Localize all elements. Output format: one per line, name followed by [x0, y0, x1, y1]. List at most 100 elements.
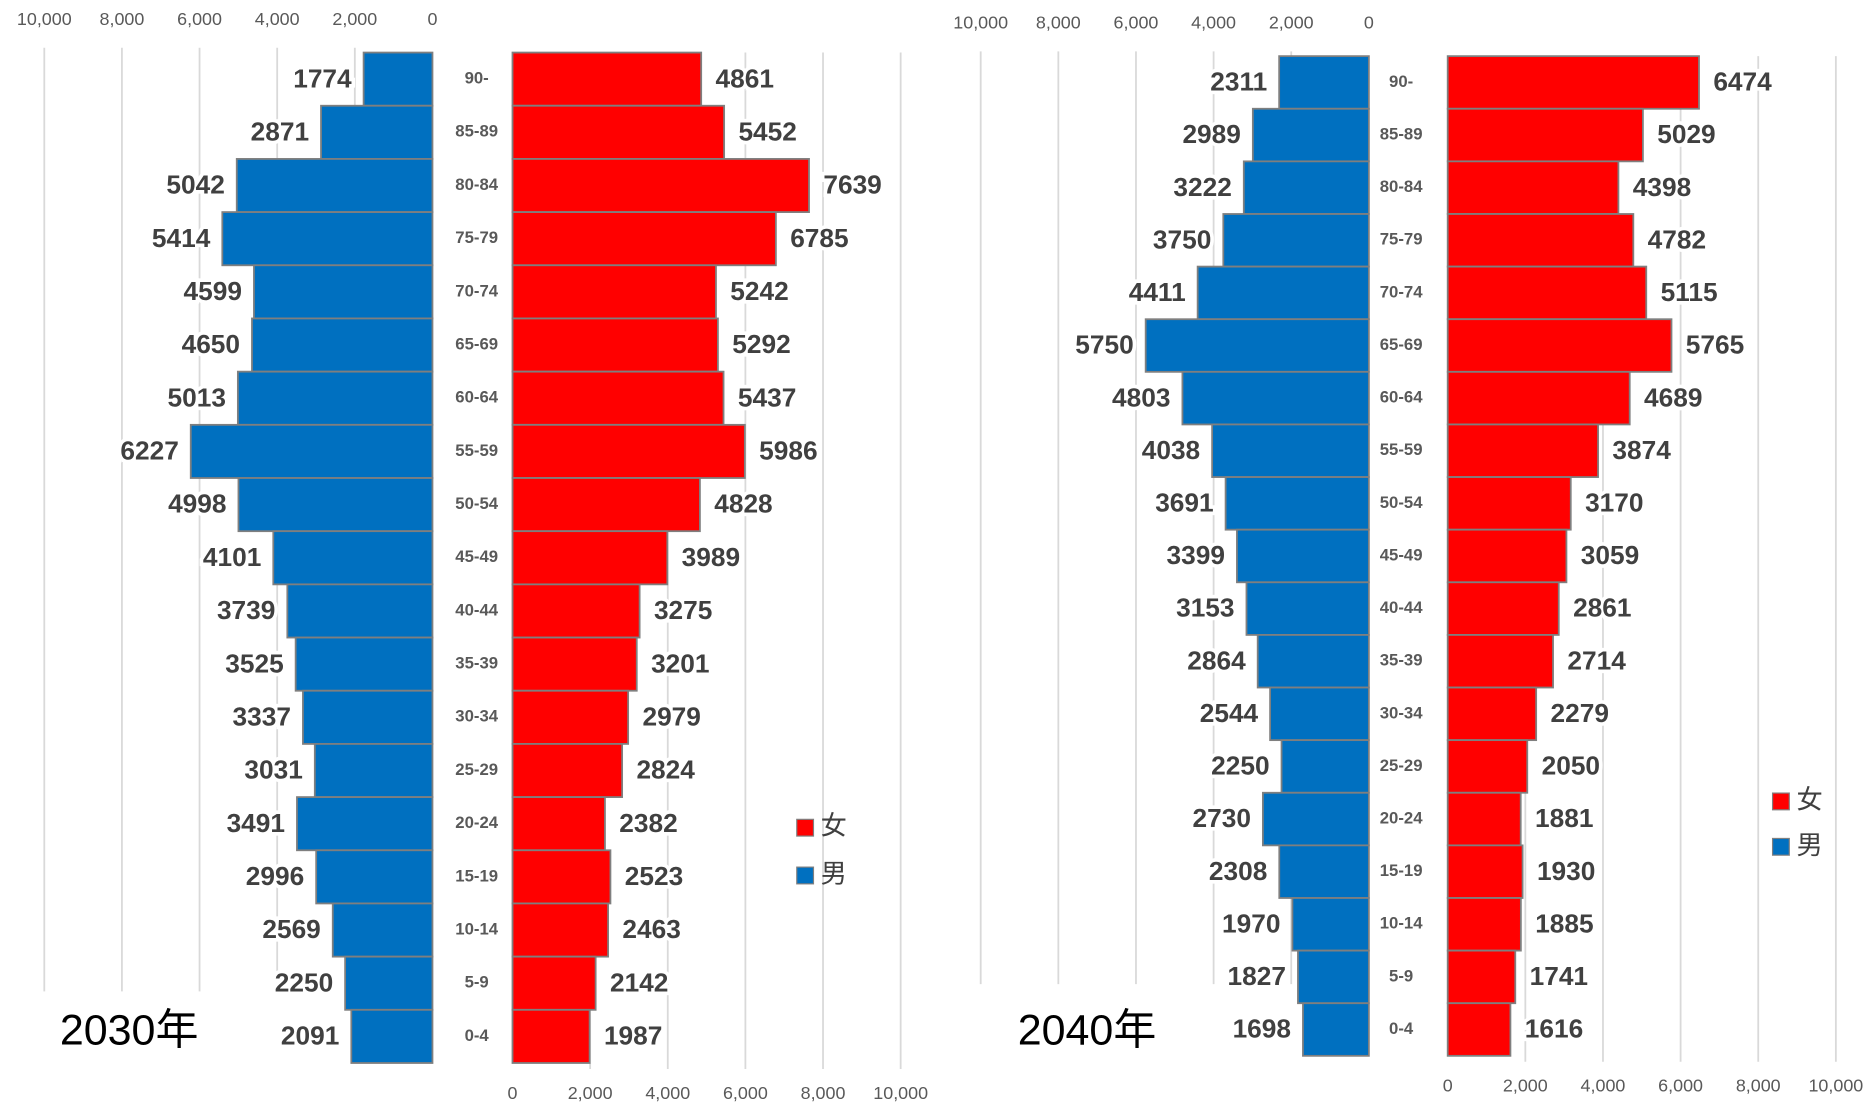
legend-swatch	[796, 818, 815, 837]
bar	[1446, 213, 1635, 268]
value-label: 3399	[1167, 540, 1225, 570]
legend-swatch	[1771, 792, 1790, 811]
bar	[1446, 423, 1599, 478]
x-tick-label: 10,000	[1808, 1076, 1863, 1096]
x-tick-label: 8,000	[801, 1083, 846, 1103]
bar	[511, 477, 701, 533]
category-label: 55-59	[1380, 440, 1423, 459]
x-tick-label: 6,000	[1114, 13, 1159, 33]
value-label: 1885	[1535, 908, 1593, 938]
bar	[511, 796, 606, 852]
value-label: 4861	[716, 63, 774, 93]
value-label: 2523	[625, 861, 683, 891]
category-label: 50-54	[1380, 493, 1423, 512]
bar	[251, 317, 434, 373]
value-label: 5437	[738, 382, 796, 412]
value-label: 2382	[619, 808, 677, 838]
value-label: 5452	[738, 116, 796, 146]
value-label: 2996	[246, 861, 304, 891]
category-label: 90-	[465, 69, 489, 88]
bar	[253, 264, 434, 320]
value-label: 5986	[759, 436, 817, 466]
bar	[320, 104, 434, 160]
bar	[1256, 634, 1370, 689]
value-label: 2861	[1573, 593, 1631, 623]
bar	[1261, 791, 1370, 847]
bar	[511, 211, 777, 267]
category-label: 70-74	[455, 281, 498, 300]
value-label: 2714	[1567, 645, 1626, 675]
value-label: 3989	[682, 542, 740, 572]
value-label: 3691	[1155, 488, 1213, 518]
bar	[331, 902, 434, 958]
x-tick-label: 2,000	[1269, 13, 1314, 33]
value-label: 3222	[1173, 172, 1231, 202]
bar	[1280, 739, 1370, 794]
value-label: 4803	[1112, 382, 1170, 412]
value-label: 1741	[1530, 961, 1588, 991]
x-tick-label: 6,000	[1658, 1076, 1703, 1096]
category-label: 20-24	[1380, 808, 1423, 827]
value-label: 2871	[251, 116, 309, 146]
x-tick-label: 4,000	[1191, 13, 1236, 33]
value-label: 3874	[1612, 435, 1671, 465]
value-label: 5750	[1075, 330, 1133, 360]
x-tick-label: 6,000	[177, 9, 222, 29]
value-label: 3525	[225, 648, 283, 678]
x-tick-label: 8,000	[100, 9, 145, 29]
x-tick-label: 8,000	[1736, 1076, 1781, 1096]
bar	[362, 51, 434, 107]
x-tick-label: 10,000	[17, 9, 72, 29]
bar	[511, 743, 624, 798]
value-label: 2091	[281, 1021, 339, 1051]
bar	[511, 370, 725, 426]
bar	[1446, 107, 1644, 163]
bar	[1278, 55, 1370, 110]
value-label: 3337	[233, 701, 291, 731]
value-label: 4398	[1633, 172, 1691, 202]
bar	[286, 583, 434, 639]
bar	[1446, 581, 1560, 636]
value-label: 2279	[1550, 698, 1608, 728]
category-label: 45-49	[1380, 545, 1423, 564]
bar	[1297, 949, 1370, 1005]
x-tick-label: 4,000	[645, 1083, 690, 1103]
value-label: 1698	[1233, 1014, 1291, 1044]
value-label: 4828	[714, 489, 772, 519]
category-label: 55-59	[455, 441, 498, 460]
category-label: 90-	[1389, 72, 1413, 91]
value-label: 1987	[604, 1021, 662, 1051]
category-label: 60-64	[455, 388, 498, 407]
value-label: 3275	[654, 595, 712, 625]
chart-title: 2030年	[60, 1007, 199, 1055]
category-label: 65-69	[1380, 335, 1423, 354]
bar	[1446, 476, 1572, 531]
bar	[1446, 844, 1524, 899]
bar	[1222, 213, 1370, 268]
value-label: 2250	[1211, 751, 1269, 781]
value-label: 6227	[120, 436, 178, 466]
value-label: 2463	[622, 914, 680, 944]
bar	[1211, 423, 1370, 478]
value-label: 4038	[1142, 435, 1200, 465]
value-label: 1881	[1535, 803, 1593, 833]
value-label: 3170	[1585, 488, 1643, 518]
value-label: 2050	[1542, 751, 1600, 781]
bar	[511, 955, 597, 1011]
bar	[1144, 318, 1370, 373]
category-label: 65-69	[455, 334, 498, 353]
x-tick-label: 0	[1364, 13, 1374, 33]
bar	[1251, 107, 1370, 163]
value-label: 2544	[1200, 698, 1259, 728]
bar	[511, 51, 703, 107]
bar	[1302, 1002, 1370, 1057]
value-label: 1930	[1537, 856, 1595, 886]
value-label: 2824	[636, 755, 695, 785]
value-label: 5414	[152, 223, 211, 253]
category-label: 40-44	[455, 600, 498, 619]
category-label: 80-84	[455, 175, 498, 194]
bar	[511, 902, 609, 958]
bar	[237, 477, 434, 533]
category-label: 80-84	[1380, 177, 1423, 196]
value-label: 3031	[244, 755, 302, 785]
